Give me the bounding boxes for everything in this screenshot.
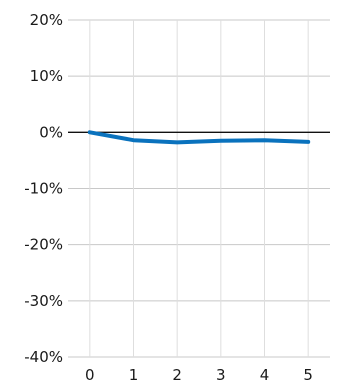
y-tick-label: -10%: [24, 180, 63, 198]
x-tick-label: 2: [172, 366, 182, 384]
y-tick-label: -40%: [24, 348, 63, 366]
x-tick-label: 4: [260, 366, 270, 384]
y-tick-label: -30%: [24, 292, 63, 310]
x-tick-label: 3: [216, 366, 226, 384]
y-tick-label: -20%: [24, 236, 63, 254]
x-tick-label: 1: [129, 366, 139, 384]
y-tick-label: 20%: [30, 11, 63, 29]
x-tick-label: 5: [303, 366, 313, 384]
series-line: [87, 130, 311, 145]
y-tick-label: 0%: [39, 123, 63, 141]
x-axis-tick-labels: 0 1 2 3 4 5: [85, 366, 313, 384]
x-tick-label: 0: [85, 366, 95, 384]
y-tick-label: 10%: [30, 67, 63, 85]
grid: [68, 19, 330, 358]
series-group: [87, 130, 311, 145]
y-axis-tick-labels: 20% 10% 0% -10% -20% -30% -40%: [24, 11, 63, 366]
